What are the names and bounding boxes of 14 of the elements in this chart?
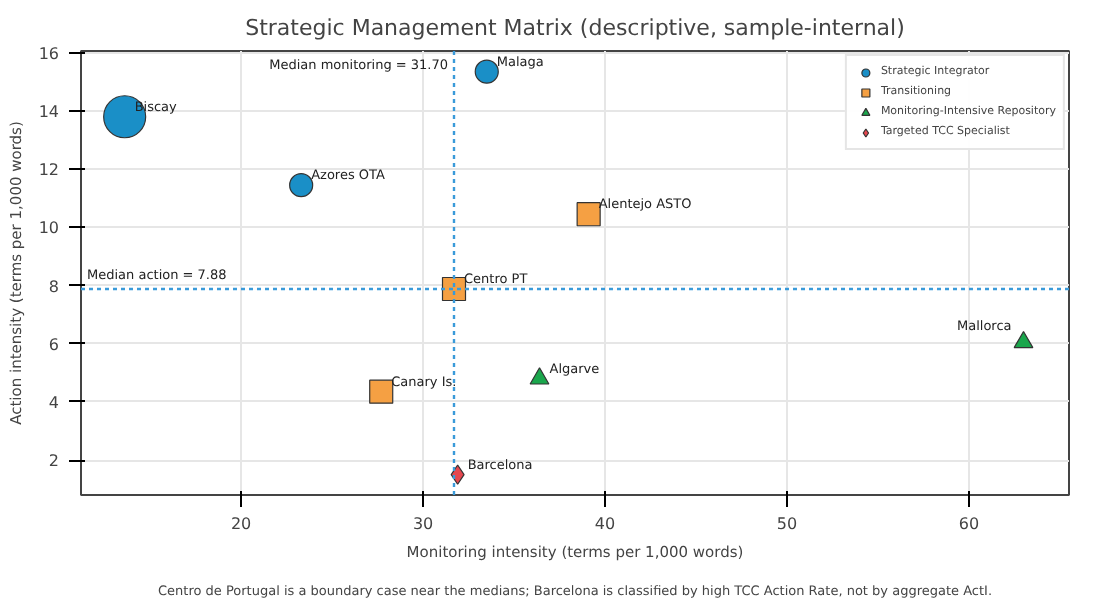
y-tick-label: 16 xyxy=(38,44,60,63)
x-tick-label: 20 xyxy=(230,515,252,533)
y-tick-label: 4 xyxy=(48,393,60,412)
y-tick-label: 6 xyxy=(48,335,60,354)
x-tick-label: 60 xyxy=(958,515,980,533)
y-tick-label: 8 xyxy=(48,277,60,296)
chart-title: Strategic Management Matrix (descriptive, sample-internal) xyxy=(245,15,905,41)
y-tick-label: 12 xyxy=(38,161,60,180)
y-tick-label: 2 xyxy=(48,452,60,471)
y-tick-label: 14 xyxy=(38,102,60,121)
y-tick-label: 10 xyxy=(38,219,60,238)
x-tick-label: 30 xyxy=(412,515,434,533)
x-tick-label: 50 xyxy=(776,515,798,533)
x-tick-label: 40 xyxy=(594,515,616,533)
